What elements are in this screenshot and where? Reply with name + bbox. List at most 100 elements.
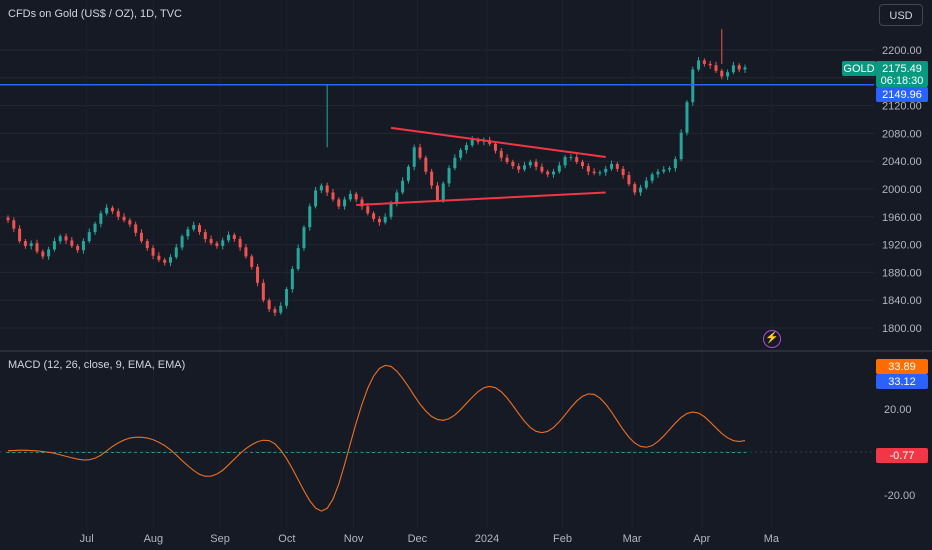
candle-body: [145, 241, 149, 249]
macd-histogram-bar: [227, 452, 231, 453]
candle-body: [87, 232, 91, 242]
macd-histogram-bar: [401, 452, 405, 453]
macd-histogram-bar: [697, 452, 701, 453]
macd-histogram-bar: [592, 452, 596, 453]
last-price-value: 2175.49: [882, 63, 922, 75]
candle-body: [151, 248, 155, 256]
macd-histogram-bar: [157, 452, 161, 453]
symbol-badge-bg: [842, 61, 876, 76]
candle-body: [302, 227, 306, 249]
candle-body: [737, 65, 741, 70]
macd-hist-badge-bg: [876, 448, 928, 463]
macd-histogram-bar: [337, 452, 341, 453]
candle-body: [221, 240, 225, 246]
macd-histogram-bar: [163, 452, 167, 453]
price-tick-label: 1840.00: [882, 295, 922, 307]
macd-histogram-bar: [691, 452, 695, 453]
candle-body: [6, 217, 10, 221]
lightning-icon[interactable]: ⚡: [763, 330, 781, 348]
candle-body: [714, 65, 718, 71]
candle-body: [708, 63, 712, 66]
trendline: [356, 191, 606, 206]
candle-body: [598, 172, 602, 174]
price-tick-label: 2200.00: [882, 45, 922, 57]
candle-body: [354, 193, 358, 200]
time-tick-label: Ma: [764, 533, 780, 545]
time-tick-label: Jul: [80, 533, 94, 545]
macd-line-badge: 33.12: [888, 376, 916, 388]
candle-body: [575, 157, 579, 162]
candle-body: [139, 232, 143, 242]
macd-line: [7, 364, 746, 512]
candle-body: [604, 168, 608, 173]
candle-body: [563, 157, 567, 166]
candle-body: [406, 166, 410, 181]
signal-line: [7, 364, 746, 512]
candle-body: [296, 248, 300, 269]
macd-histogram-bar: [343, 452, 347, 453]
candle-body: [615, 163, 619, 169]
candle-body: [505, 157, 509, 162]
candle-body: [58, 236, 62, 242]
candle-body: [180, 236, 184, 248]
time-tick-label: Dec: [408, 533, 428, 545]
candle-body: [290, 268, 294, 290]
macd-histogram-bar: [633, 452, 637, 453]
macd-signal-badge-bg: [876, 359, 928, 374]
candle-body: [81, 241, 85, 251]
macd-histogram-bar: [331, 452, 335, 453]
candle-body: [668, 168, 672, 170]
candle-body: [644, 180, 648, 188]
currency-button[interactable]: USD: [879, 4, 923, 26]
macd-histogram-bar: [186, 452, 190, 453]
candle-body: [511, 161, 515, 167]
macd-histogram-bar: [702, 452, 706, 453]
macd-histogram-bar: [296, 452, 300, 453]
candle-body: [517, 166, 521, 170]
candle-body: [424, 157, 428, 172]
candle-body: [134, 224, 138, 233]
candle-body: [174, 247, 178, 258]
macd-histogram-bar: [482, 452, 486, 453]
macd-histogram-bar: [522, 452, 526, 453]
candle-body: [377, 218, 381, 223]
candle-body: [23, 241, 27, 246]
candle-body: [209, 239, 213, 244]
candle-body: [116, 211, 120, 217]
candle-body: [685, 102, 689, 133]
macd-histogram-bar: [598, 452, 602, 453]
candle-body: [168, 257, 172, 263]
candle-body: [64, 236, 68, 241]
macd-histogram-bar: [650, 452, 654, 453]
macd-hist-badge: -0.77: [889, 450, 914, 462]
candle-body: [76, 245, 80, 251]
bar-countdown: 06:18:30: [881, 75, 924, 87]
time-tick-label: Feb: [553, 533, 572, 545]
price-tick-label: 1960.00: [882, 212, 922, 224]
candle-body: [122, 216, 126, 221]
macd-histogram-bar: [76, 452, 80, 453]
macd-histogram-bar: [6, 452, 10, 453]
candle-body: [546, 171, 550, 175]
candle-body: [93, 223, 97, 233]
macd-histogram-bar: [546, 452, 550, 453]
candle-body: [343, 199, 347, 207]
candle-body: [105, 207, 109, 214]
price-tick-label: 2040.00: [882, 156, 922, 168]
macd-histogram-bar: [325, 452, 329, 453]
candle-body: [476, 139, 480, 142]
candle-body: [308, 206, 312, 228]
price-tick-label: 1880.00: [882, 267, 922, 279]
macd-histogram-bar: [615, 452, 619, 453]
time-tick-label: Aug: [144, 533, 164, 545]
macd-title: MACD (12, 26, close, 9, EMA, EMA): [8, 359, 186, 371]
macd-histogram-bar: [627, 452, 631, 453]
candle-body: [314, 190, 318, 207]
candle-body: [128, 220, 132, 225]
candle-body: [261, 282, 265, 301]
candle-body: [453, 157, 457, 169]
candle-body: [633, 184, 637, 193]
macd-histogram-bar: [198, 452, 202, 453]
macd-tick-label: 20.00: [884, 404, 912, 416]
